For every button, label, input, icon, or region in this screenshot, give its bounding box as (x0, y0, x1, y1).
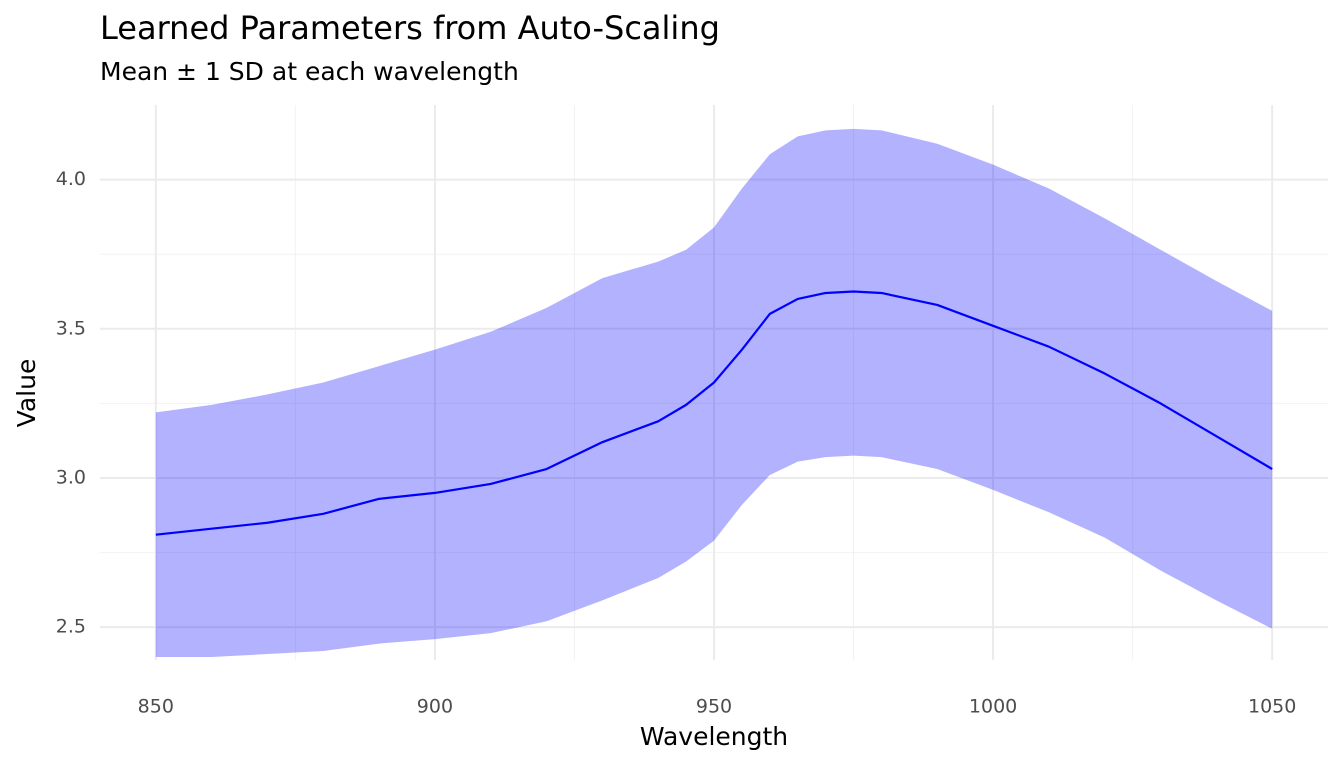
y-tick-label: 2.5 (56, 616, 86, 638)
mean-line (155, 290, 1273, 536)
chart-subtitle: Mean ± 1 SD at each wavelength (100, 57, 519, 86)
x-tick-label: 950 (696, 696, 732, 718)
x-axis-title: Wavelength (640, 722, 788, 751)
x-tick-label: 900 (417, 696, 453, 718)
y-axis-title: Value (12, 359, 41, 428)
sd-band (155, 128, 1273, 658)
x-tick-label: 850 (138, 696, 174, 718)
chart-title: Learned Parameters from Auto-Scaling (100, 9, 720, 47)
x-tick-label: 1000 (969, 696, 1017, 718)
y-tick-label: 3.0 (56, 466, 86, 488)
y-tick-label: 3.5 (56, 317, 86, 339)
y-tick-label: 4.0 (56, 168, 86, 190)
x-tick-label: 1050 (1248, 696, 1296, 718)
